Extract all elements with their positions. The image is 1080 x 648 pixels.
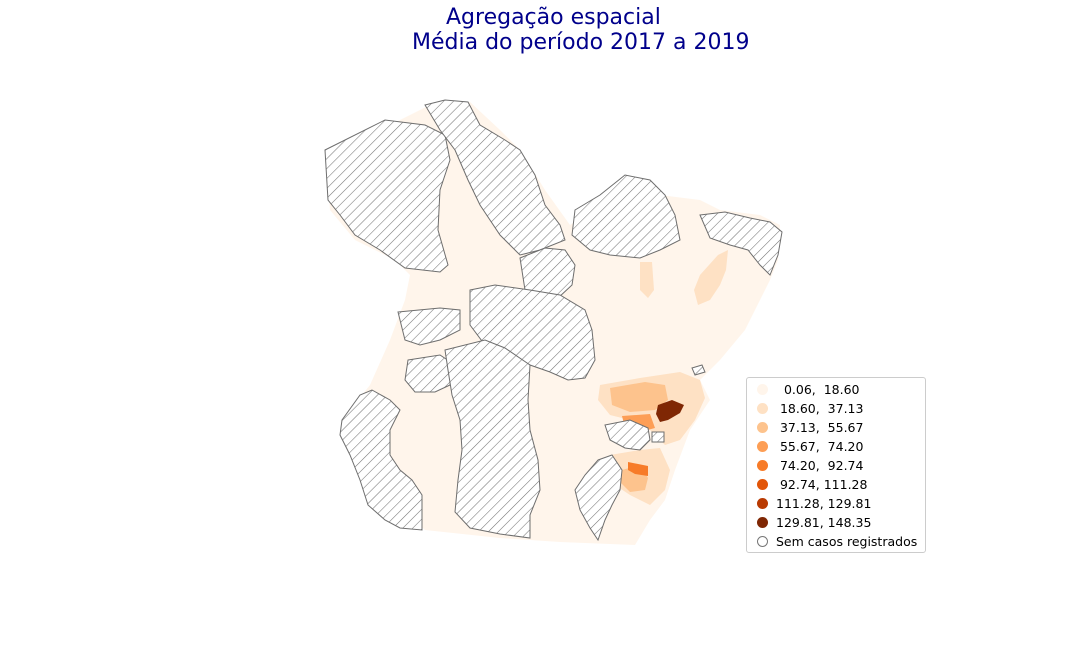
region-class-3 (610, 382, 668, 412)
legend-label: 55.67, 74.20 (776, 439, 864, 454)
legend-marker (757, 517, 768, 528)
legend-item: 0.06, 18.60 (757, 380, 859, 399)
legend-marker (757, 479, 768, 490)
legend-label: 111.28, 129.81 (776, 496, 872, 511)
legend-marker (757, 384, 768, 395)
region-class-8 (656, 400, 684, 422)
region-class-5 (628, 462, 648, 476)
hatched-region-southwest (339, 389, 423, 531)
legend-item: 55.67, 74.20 (757, 437, 863, 456)
legend-item: Sem casos registrados (757, 532, 917, 551)
legend-item: 92.74, 111.28 (757, 475, 867, 494)
legend-marker (757, 460, 768, 471)
map-title: Agregação espacial (446, 5, 661, 30)
legend-label: Sem casos registrados (776, 534, 918, 549)
map-subtitle: Média do período 2017 a 2019 (412, 30, 750, 55)
hatched-region-islands (571, 174, 681, 259)
legend-marker (757, 441, 768, 452)
legend-item: 111.28, 129.81 (757, 494, 871, 513)
region-class-2 (640, 262, 654, 298)
hatched-region-central-large (444, 339, 541, 539)
legend-label: 18.60, 37.13 (776, 401, 864, 416)
legend-label: 0.06, 18.60 (776, 382, 860, 397)
region-class-2 (694, 250, 728, 305)
legend-marker (757, 498, 768, 509)
hatched-region-east-tiny (651, 431, 665, 443)
legend-label: 74.20, 92.74 (776, 458, 864, 473)
hatched-region-east-small (604, 419, 651, 451)
hatched-region-west-mid (404, 354, 456, 393)
legend-item: 37.13, 55.67 (757, 418, 863, 437)
legend: 0.06, 18.60 18.60, 37.13 37.13, 55.67 55… (746, 377, 926, 553)
legend-item: 18.60, 37.13 (757, 399, 863, 418)
legend-item: 74.20, 92.74 (757, 456, 863, 475)
hatched-region-east-sliver (691, 364, 706, 376)
legend-label: 129.81, 148.35 (776, 515, 872, 530)
hatched-region-west-small (397, 307, 461, 346)
hatched-region-south-east (574, 454, 623, 542)
legend-item: 129.81, 148.35 (757, 513, 871, 532)
legend-marker (757, 422, 768, 433)
hatched-region-northwest (324, 119, 451, 273)
legend-label: 92.74, 111.28 (776, 477, 868, 492)
hatched-region-northeast (699, 211, 783, 276)
hatched-region-north (424, 99, 566, 256)
legend-marker (757, 536, 768, 547)
legend-marker (757, 403, 768, 414)
legend-label: 37.13, 55.67 (776, 420, 864, 435)
